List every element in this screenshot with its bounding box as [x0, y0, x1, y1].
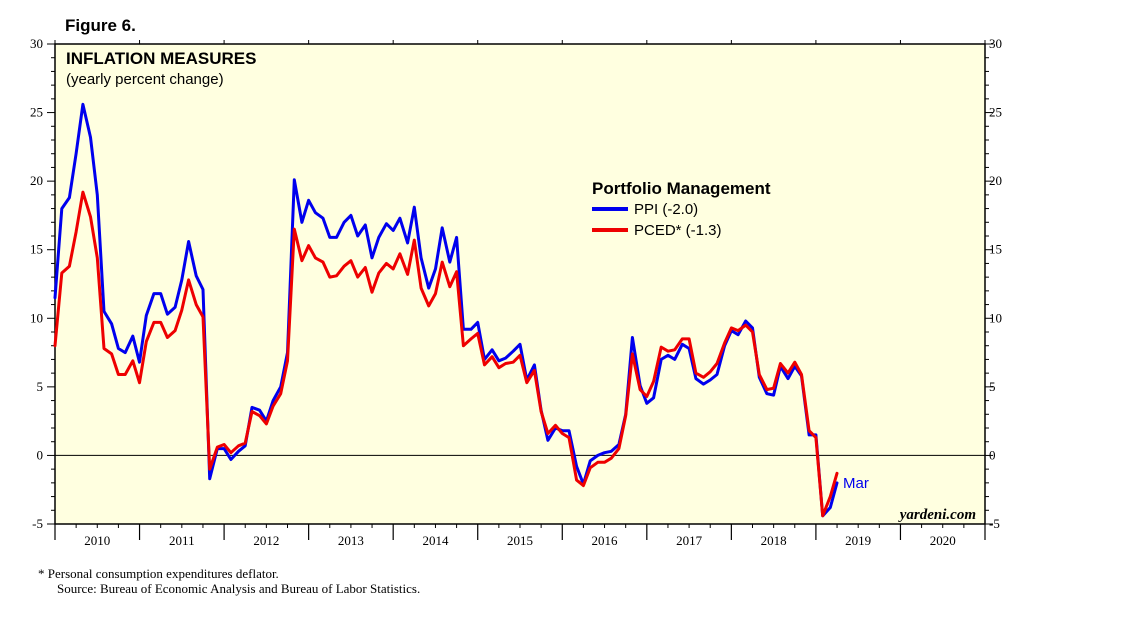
- y-tick-label-left: 0: [37, 447, 44, 462]
- y-tick-label-right: 25: [989, 105, 1002, 120]
- y-axis-right: -5 0 5 10 15 20 25 30: [989, 36, 1002, 531]
- brand-watermark: yardeni.com: [898, 507, 976, 523]
- figure-label: Figure 6.: [65, 16, 136, 35]
- y-tick-label-right: 30: [989, 36, 1002, 51]
- legend: Portfolio Management PPI (-2.0) PCED* (-…: [592, 179, 771, 239]
- chart-title: INFLATION MEASURES: [66, 49, 256, 68]
- x-tick-label: 2018: [761, 533, 787, 548]
- y-tick-label-left: 15: [30, 242, 43, 257]
- x-tick-label: 2013: [338, 533, 364, 548]
- legend-label-ppi: PPI (-2.0): [634, 201, 698, 218]
- x-tick-label: 2020: [930, 533, 956, 548]
- chart-subtitle: (yearly percent change): [66, 71, 224, 88]
- y-tick-label-right: -5: [989, 516, 1000, 531]
- x-tick-label: 2014: [422, 533, 449, 548]
- x-tick-label: 2012: [253, 533, 279, 548]
- x-tick-label: 2016: [592, 533, 619, 548]
- legend-label-pced: PCED* (-1.3): [634, 222, 722, 239]
- series-line-pced: [53, 190, 839, 518]
- y-axis-left: -5 0 5 10 15 20 25 30: [30, 36, 43, 531]
- x-tick-label: 2019: [845, 533, 871, 548]
- annotation-mar: Mar: [843, 475, 869, 492]
- y-tick-label-right: 0: [989, 447, 996, 462]
- y-tick-label-right: 15: [989, 242, 1002, 257]
- legend-title: Portfolio Management: [592, 179, 771, 198]
- footnote-pced: * Personal consumption expenditures defl…: [38, 566, 279, 581]
- series-line-ppi: [53, 102, 839, 518]
- x-tick-label: 2011: [169, 533, 195, 548]
- x-tick-label: 2010: [84, 533, 110, 548]
- y-tick-label-left: 25: [30, 105, 43, 120]
- axis-ticks: [47, 40, 993, 540]
- y-tick-label-left: 5: [37, 379, 44, 394]
- y-tick-label-right: 10: [989, 310, 1002, 325]
- x-tick-label: 2015: [507, 533, 533, 548]
- footnote-source: Source: Bureau of Economic Analysis and …: [57, 581, 420, 596]
- x-tick-label: 2017: [676, 533, 703, 548]
- y-tick-label-left: 30: [30, 36, 43, 51]
- y-tick-label-right: 5: [989, 379, 996, 394]
- series-lines: [53, 102, 839, 518]
- y-tick-label-right: 20: [989, 173, 1002, 188]
- y-tick-label-left: 10: [30, 310, 43, 325]
- y-tick-label-left: 20: [30, 173, 43, 188]
- y-tick-label-left: -5: [32, 516, 43, 531]
- plot-area: [54, 43, 986, 525]
- x-axis: 2010 2011 2012 2013 2014 2015 2016 2017 2018 2019…: [84, 533, 955, 548]
